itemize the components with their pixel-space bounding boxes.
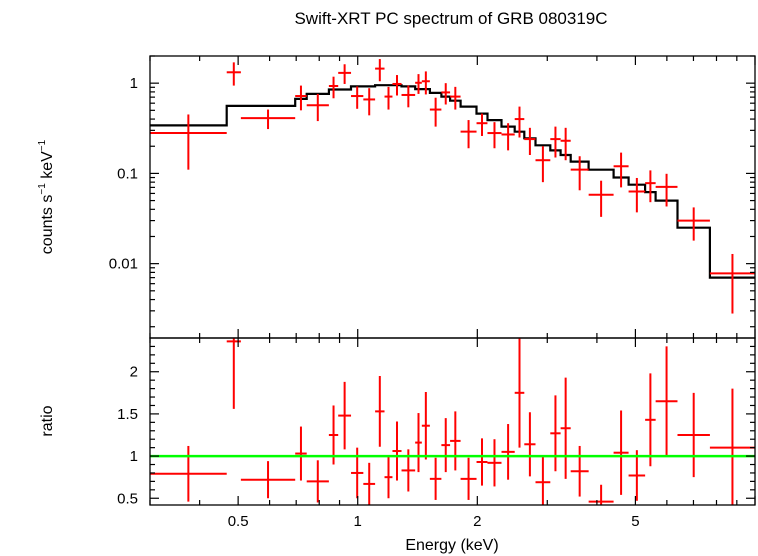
- data-point-top: [150, 114, 227, 170]
- bottom-y-tick-label: 1: [130, 448, 138, 465]
- data-point-top: [655, 173, 678, 207]
- bottom-y-axis-label: ratio: [39, 405, 56, 436]
- data-point-top: [514, 106, 525, 138]
- data-point-ratio: [363, 462, 376, 505]
- data-point-ratio: [628, 450, 646, 501]
- x-tick-label: 0.5: [228, 513, 249, 530]
- top-panel-frame: [149, 55, 756, 339]
- data-point-top: [415, 74, 422, 94]
- data-point-ratio: [709, 388, 755, 505]
- data-point-top: [338, 64, 352, 84]
- data-point-ratio: [441, 418, 451, 473]
- data-point-ratio: [613, 410, 629, 495]
- data-point-top: [328, 76, 339, 99]
- data-point-top: [524, 127, 536, 155]
- data-point-top: [501, 123, 515, 151]
- data-point-top: [240, 109, 296, 130]
- data-point-top: [401, 85, 416, 108]
- data-point-ratio: [415, 413, 422, 473]
- data-point-ratio: [476, 438, 488, 486]
- x-tick-label: 2: [473, 513, 481, 530]
- data-point-top: [375, 59, 385, 82]
- x-tick-label: 1: [354, 513, 362, 530]
- bottom-y-tick-label: 2: [130, 364, 138, 381]
- bottom-panel-frame: [149, 337, 756, 506]
- data-point-ratio: [524, 412, 536, 477]
- data-point-top: [550, 126, 561, 158]
- top-panel: 1 0.1 0.01 counts s−1 keV−1: [37, 55, 756, 339]
- top-y-axis-label: counts s−1 keV−1: [37, 139, 56, 254]
- data-point-top: [384, 86, 393, 110]
- data-point-ratio: [450, 411, 461, 471]
- data-point-ratio: [460, 457, 477, 500]
- data-point-ratio: [328, 405, 339, 465]
- data-point-top: [709, 253, 755, 314]
- data-point-ratio: [655, 346, 678, 457]
- data-point-ratio: [429, 457, 442, 500]
- data-point-ratio: [645, 373, 656, 467]
- data-point-ratio: [535, 456, 551, 505]
- data-point-ratio: [306, 460, 329, 503]
- top-y-tick-label: 0.01: [109, 256, 138, 273]
- data-point-top: [363, 88, 376, 116]
- data-point-top: [351, 86, 364, 109]
- data-point-top: [560, 127, 571, 161]
- data-point-top: [645, 170, 656, 203]
- data-point-top: [677, 207, 710, 241]
- data-point-ratio: [487, 439, 502, 487]
- data-point-ratio: [295, 426, 307, 481]
- data-point-ratio: [392, 421, 402, 481]
- data-point-top: [588, 180, 614, 217]
- data-point-top: [570, 156, 589, 191]
- data-point-top: [628, 177, 646, 213]
- data-point-top: [306, 93, 329, 122]
- x-axis-label: Energy (keV): [405, 537, 498, 554]
- data-point-ratio: [421, 391, 430, 460]
- chart-title: Swift-XRT PC spectrum of GRB 080319C: [294, 9, 607, 28]
- data-point-top: [476, 113, 488, 136]
- data-point-ratio: [570, 445, 589, 497]
- data-point-ratio: [550, 395, 561, 472]
- data-point-top: [226, 62, 241, 86]
- data-point-top: [441, 83, 451, 105]
- data-point-ratio: [375, 375, 385, 447]
- data-point-ratio: [560, 377, 571, 479]
- data-point-top: [460, 120, 477, 149]
- data-point-ratio: [384, 456, 393, 499]
- data-point-ratio: [338, 381, 352, 450]
- x-tick-label: 5: [631, 513, 639, 530]
- data-point-ratio: [226, 338, 241, 409]
- data-point-top: [487, 122, 502, 149]
- bottom-y-tick-label: 1.5: [117, 406, 138, 423]
- data-point-ratio: [240, 461, 296, 499]
- bottom-y-tick-label: 0.5: [117, 490, 138, 507]
- data-point-top: [392, 75, 402, 96]
- data-point-top: [295, 85, 307, 111]
- data-point-top: [450, 86, 461, 110]
- data-point-top: [429, 97, 442, 127]
- bottom-panel: 0.5 1 2 5 0.5 1 1.5 2 ratio Energy (keV): [39, 337, 756, 554]
- data-point-ratio: [677, 392, 710, 478]
- top-y-tick-label: 0.1: [117, 165, 138, 182]
- data-point-ratio: [150, 445, 227, 502]
- data-point-top: [613, 152, 629, 188]
- data-point-ratio: [501, 424, 515, 480]
- data-point-ratio: [514, 338, 525, 448]
- data-point-ratio: [588, 484, 614, 505]
- data-point-top: [421, 71, 430, 95]
- data-point-top: [535, 146, 551, 183]
- model-step-line: [150, 84, 755, 279]
- top-y-tick-label: 1: [130, 75, 138, 92]
